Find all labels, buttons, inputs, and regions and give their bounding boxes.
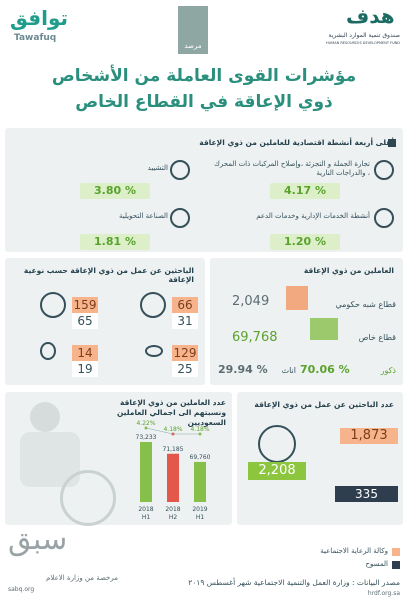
watermark-name: سبق: [8, 522, 68, 557]
building-icon: [286, 286, 308, 310]
fund-logo: هدف: [346, 4, 395, 28]
male-value: 70.06 %: [300, 363, 350, 376]
x-sub-label: H1: [142, 514, 151, 521]
total-count: 2,208: [248, 462, 306, 480]
legend-swatch: [392, 561, 400, 569]
activities-title: أعلى أربعة أنشطة اقتصادية للعاملين من ذو…: [199, 138, 394, 147]
ear-icon: [40, 342, 56, 360]
brand-en: Tawafuq: [14, 33, 57, 43]
value-label: 69,760: [190, 454, 211, 461]
icon: [170, 160, 190, 180]
activity-value: 3.80 %: [80, 183, 150, 199]
bar: [140, 442, 152, 502]
man-head: [30, 402, 60, 432]
fund-ar: صندوق تنمية الموارد البشرية: [328, 32, 400, 39]
job-seekers-title: عدد الباحثين عن عمل من ذوي الإعاقة: [254, 400, 394, 409]
title-line: مؤشرات القوى العاملة من الأشخاص: [51, 66, 357, 86]
building-icon: [310, 318, 338, 340]
legend-swatch: [392, 548, 400, 556]
icon: [374, 160, 394, 180]
count-top: 159: [72, 297, 98, 313]
count-top: 14: [72, 345, 98, 361]
bullet: [388, 139, 396, 147]
wheelchair-icon: [140, 292, 166, 318]
eye-icon: [145, 345, 163, 357]
x-tick-label: 2018: [138, 506, 153, 513]
job-seekers-panel: [237, 392, 403, 525]
private-value: 69,768: [232, 330, 278, 345]
icon: [170, 208, 190, 228]
female-label: اناث: [281, 366, 296, 375]
disability-type-panel: [5, 258, 205, 385]
watermark-license: مرخصة من وزارة الاعلام: [46, 574, 118, 582]
bar: [194, 461, 206, 502]
source: مصدر البيانات : وزارة العمل والتنمية الا…: [188, 578, 400, 587]
female-value: 29.94 %: [218, 363, 268, 376]
social-count: 1,873: [340, 428, 398, 444]
activity-value: 1.20 %: [270, 234, 340, 250]
legend-label: وكالة الرعاية الاجتماعية: [320, 547, 388, 555]
share-label: 4.18%: [163, 426, 182, 433]
activity-value: 4.17 %: [270, 183, 340, 199]
count-top: 129: [172, 345, 198, 361]
employees-title: العاملين من ذوي الإعاقة: [303, 266, 394, 275]
count-bottom: 31: [172, 313, 198, 329]
legend-label: المسوح: [365, 560, 388, 568]
activity-label: الصناعة التحويلية: [118, 212, 168, 220]
male-label: ذكور: [380, 366, 396, 375]
chart-title: عدد العاملين من ذوي الإعاقة ونسبتهم الى …: [116, 398, 226, 427]
count-bottom: 25: [172, 361, 198, 377]
share-label: 4.22%: [136, 420, 155, 427]
share-line: [145, 427, 200, 435]
bar-chart: 73,2332018H14.22%71,1852018H24.18%69,760…: [136, 420, 211, 521]
activity-label: أنشطة الخدمات الإدارية وخدمات الدعم: [256, 212, 370, 220]
x-tick-label: 2019: [192, 506, 207, 513]
x-sub-label: H2: [169, 514, 178, 521]
semi-gov-label: قطاع شبه حكومي: [335, 300, 396, 309]
center-logo: مرصد: [184, 42, 202, 50]
title-line: ذوي الإعاقة في القطاع الخاص: [75, 92, 333, 112]
center-logo-mark: [178, 6, 208, 54]
count-bottom: 65: [72, 313, 98, 329]
x-sub-label: H1: [196, 514, 205, 521]
wheel: [60, 470, 116, 526]
website: hrdf.org.sa: [367, 590, 400, 597]
brand-ar: توافق: [10, 6, 69, 30]
semi-gov-value: 2,049: [232, 294, 270, 309]
icon: [374, 208, 394, 228]
activity-label: التشييد: [147, 164, 168, 172]
value-label: 71,185: [163, 446, 184, 453]
activity-label: تجارة الجملة و التجزئة ،وإصلاح المركبات …: [214, 160, 370, 177]
value-label: 73,233: [136, 434, 157, 441]
employees-panel: [210, 258, 403, 385]
bar: [167, 453, 179, 502]
x-tick-label: 2018: [165, 506, 180, 513]
watermark-site: sabq.org: [8, 586, 35, 593]
surveys-count: 335: [335, 486, 398, 502]
wheelchair-eye-icon: [40, 292, 66, 318]
count-top: 66: [172, 297, 198, 313]
share-label: 4.18%: [190, 426, 209, 433]
wheelchair-icon: [258, 425, 296, 463]
activity-value: 1.81 %: [80, 234, 150, 250]
count-bottom: 19: [72, 361, 98, 377]
fund-en: HUMAN RESOURCES DEVELOPMENT FUND: [326, 41, 400, 45]
private-label: قطاع خاص: [358, 333, 396, 342]
disability-type-title: الباحثين عن عمل من ذوي الإعاقة حسب نوعية…: [23, 266, 194, 284]
